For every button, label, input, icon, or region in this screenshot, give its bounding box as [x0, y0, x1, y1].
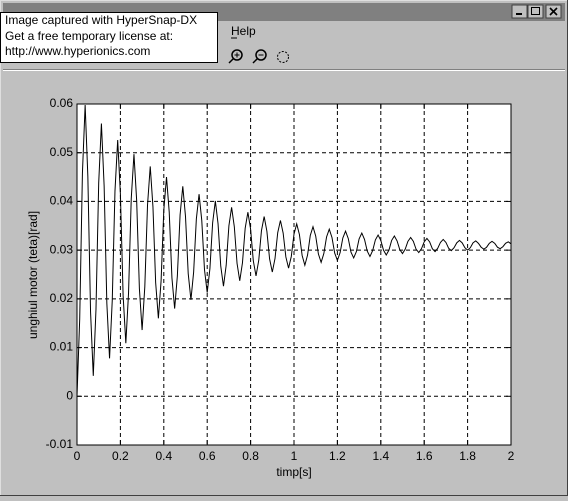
x-tick-label: 1.6 [416, 449, 433, 463]
y-tick-label: 0.04 [50, 194, 74, 208]
window-buttons [511, 4, 562, 19]
chart [76, 103, 512, 446]
toolbar-icons [228, 49, 289, 64]
x-tick-label: 0.4 [155, 449, 172, 463]
overlay-text: http://www.hyperionics.com [5, 44, 150, 58]
y-tick-label: 0.02 [50, 291, 74, 305]
zoom-in-button[interactable] [228, 49, 243, 64]
menu-item[interactable]: Help [231, 24, 256, 38]
maximize-button[interactable] [527, 4, 544, 19]
x-tick-label: 1.4 [372, 449, 389, 463]
x-tick-label: 1 [291, 449, 298, 463]
y-tick-label: 0.06 [50, 96, 74, 110]
axes-box [76, 103, 512, 446]
x-tick-label: 0.2 [112, 449, 129, 463]
x-axis-label: timp[s] [276, 465, 311, 479]
x-tick-label: 0.6 [199, 449, 216, 463]
x-tick-label: 1.8 [459, 449, 476, 463]
x-tick-label: 0 [74, 449, 81, 463]
zoom-out-button[interactable] [252, 49, 267, 64]
maximize-icon [531, 7, 540, 15]
y-tick-label: 0.05 [50, 145, 74, 159]
data-line [76, 104, 512, 397]
y-tick-label: -0.01 [46, 437, 74, 451]
minimize-button[interactable] [511, 4, 528, 19]
overlay-box [0, 12, 218, 63]
x-tick-label: 2 [508, 449, 515, 463]
y-tick-label: 0 [66, 388, 73, 402]
rotate-button[interactable] [277, 51, 289, 63]
capture-overlay: Image captured with HyperSnap-DX Get a f… [0, 12, 218, 63]
overlay-text: Image captured with HyperSnap-DX [5, 13, 197, 27]
y-axis-label: unghiul motor (teta)[rad] [26, 211, 40, 339]
x-tick-label: 1.2 [329, 449, 346, 463]
y-tick-label: 0.01 [50, 340, 74, 354]
close-icon [549, 7, 558, 16]
y-tick-label: 0.03 [50, 242, 74, 256]
x-tick-label: 0.8 [242, 449, 259, 463]
overlay-text: Get a free temporary license at: [5, 29, 173, 43]
